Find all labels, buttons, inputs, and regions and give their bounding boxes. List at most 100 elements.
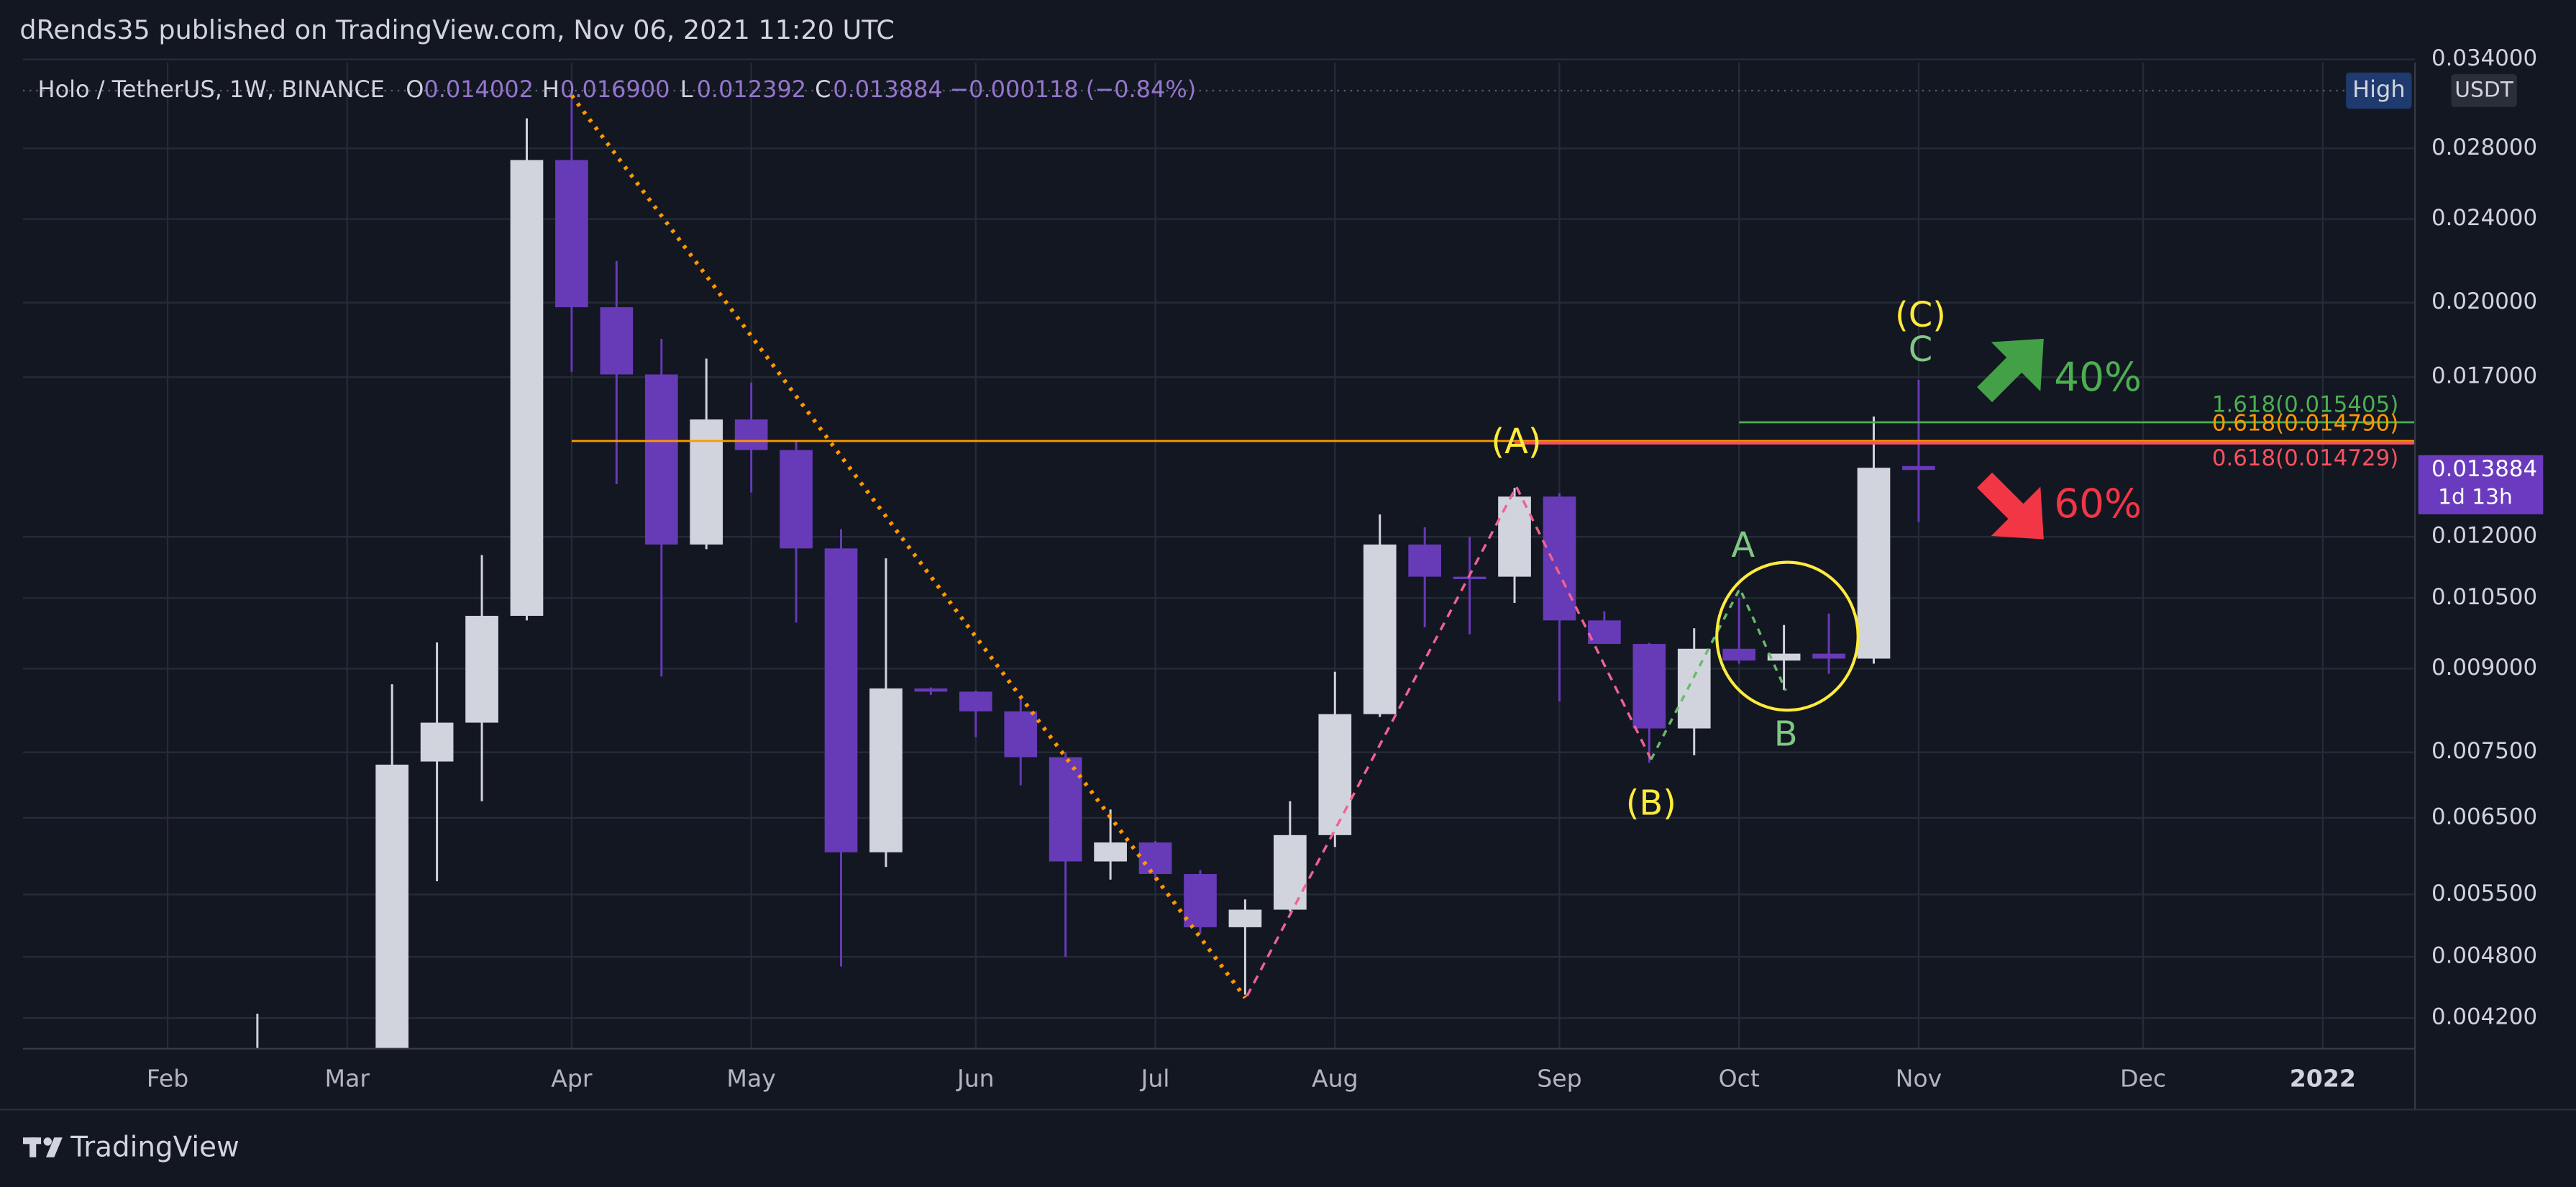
footer-brand: TradingView [70, 1132, 239, 1164]
symbol: Holo / TetherUS, 1W, BINANCE [38, 76, 385, 103]
x-tick-label: Jun [956, 1065, 995, 1093]
circle-highlight [1715, 560, 1860, 712]
y-tick-label: 0.012000 [2431, 523, 2537, 549]
candle-body [1138, 842, 1172, 874]
candle-body [1004, 711, 1038, 758]
y-tick-label: 0.028000 [2431, 135, 2537, 160]
x-tick-label: Nov [1896, 1065, 1942, 1093]
annotation: C [1909, 329, 1933, 370]
x-tick-label: Aug [1312, 1065, 1358, 1093]
x-tick-label: Sep [1537, 1065, 1581, 1093]
candle-body [555, 160, 588, 308]
candle-body [1632, 644, 1666, 729]
x-tick-label: Apr [551, 1065, 593, 1093]
candle-body [510, 160, 544, 617]
x-tick-label: Jul [1140, 1065, 1170, 1093]
annotation: (C) [1895, 295, 1946, 335]
x-tick-label: Dec [2120, 1065, 2166, 1093]
trend-line [570, 94, 1247, 999]
candle-body [734, 419, 768, 450]
x-tick-label: Feb [147, 1065, 189, 1093]
legend-change: −0.000118 (−0.84%) [949, 76, 1196, 103]
candle-body [1588, 620, 1621, 645]
legend-value: 0.013884 [833, 76, 943, 103]
candle-body [1408, 544, 1442, 577]
legend-key: O [406, 76, 424, 103]
annotation: (B) [1626, 783, 1676, 824]
arrow-down [1977, 472, 2029, 524]
annotation: (A) [1491, 422, 1541, 462]
candle-body [1049, 757, 1082, 862]
candle-body [1767, 653, 1801, 661]
x-tick-label: Mar [325, 1065, 370, 1093]
y-tick-label: 0.009000 [2431, 655, 2537, 681]
candle-body [1184, 873, 1217, 927]
candle-body [1722, 648, 1756, 661]
price-tag-box [2418, 455, 2544, 514]
price-tag-value: 0.013884 [2431, 456, 2537, 482]
candle-body [959, 691, 992, 711]
legend-value: 0.014002 [424, 76, 534, 103]
annotation: 60% [2054, 481, 2142, 527]
candle-body [914, 688, 948, 692]
candles [256, 99, 1935, 1049]
legend-key: H [542, 76, 559, 103]
y-tick-label: 0.017000 [2431, 363, 2537, 389]
legend-key: L [680, 76, 693, 103]
candle-body [869, 688, 903, 852]
candle-body [1857, 468, 1891, 659]
candle-body [375, 764, 409, 1049]
y-tick-label: 0.006500 [2431, 804, 2537, 829]
candle-body [1812, 653, 1845, 659]
annotation: 40% [2054, 354, 2142, 400]
currency: USDT [2454, 77, 2513, 102]
candle-body [420, 722, 454, 762]
candle-body [1543, 496, 1576, 621]
candle-body [1902, 465, 1935, 470]
y-tick-label: 0.007500 [2431, 738, 2537, 764]
fib-label: 1.618(0.015405) [2212, 392, 2398, 418]
y-tick-label: 0.010500 [2431, 584, 2537, 610]
arrow-up-head [1991, 338, 2044, 392]
y-tick-label: 0.024000 [2431, 205, 2537, 231]
candle-body [690, 419, 723, 545]
y-tick-label: 0.020000 [2431, 288, 2537, 314]
legend-value: 0.016900 [560, 76, 670, 103]
y-tick-label: 0.004800 [2431, 943, 2537, 969]
candle-body [465, 616, 498, 723]
annotation: A [1731, 525, 1755, 565]
fib-levels: 1.618(0.015405)0.618(0.014790) 0.618(0.01… [571, 392, 2416, 471]
arrow-down-head [1991, 486, 2044, 540]
fib-label: 0.618(0.014729) [2212, 445, 2398, 471]
fib-label: 0.618(0.014790) [2212, 411, 2398, 437]
wave-line [1650, 586, 1787, 760]
candle-body [1228, 909, 1262, 927]
x-tick-label: 2022 [2290, 1065, 2356, 1093]
candle-body [1498, 496, 1531, 577]
y-tick-label: 0.005500 [2431, 881, 2537, 906]
y-tick-label: 0.034000 [2431, 45, 2537, 71]
y-tick-label: 0.004200 [2431, 1004, 2537, 1030]
candle-body [1318, 714, 1352, 835]
currency-box [2451, 74, 2517, 107]
candle-body [1094, 842, 1127, 862]
candle-body [600, 307, 634, 375]
x-tick-label: Oct [1719, 1065, 1760, 1093]
candle-body [780, 450, 813, 549]
logo [22, 1137, 63, 1158]
price-tag: 0.013884 1d 13h [2418, 455, 2544, 514]
legend-key: C [815, 76, 831, 103]
annotation: B [1774, 714, 1798, 755]
candle-body [1363, 544, 1397, 714]
candle-body [1453, 576, 1486, 580]
candle-body [1274, 834, 1307, 910]
legend-value: 0.012392 [697, 76, 807, 103]
x-tick-label: May [726, 1065, 775, 1093]
button[interactable] [2346, 72, 2412, 109]
candle-body [644, 374, 678, 545]
candle-body [824, 548, 858, 852]
candle-body [1677, 648, 1711, 729]
header-text: dRends35 published on TradingView.com, N… [19, 14, 895, 45]
